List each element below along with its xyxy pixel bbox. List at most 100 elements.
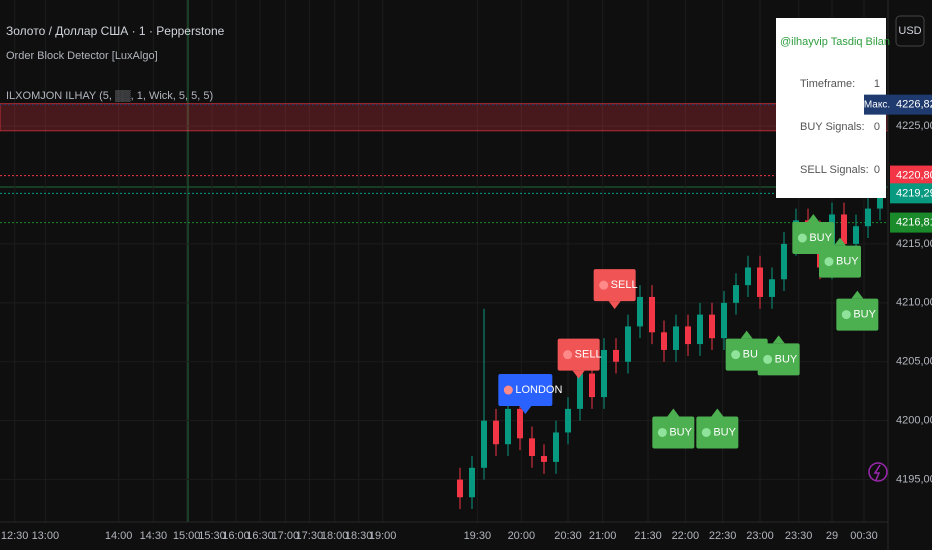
y-tick-label: 4210,00 (896, 297, 932, 309)
candle-body (661, 332, 667, 350)
chart-title: Золото / Доллар США · 1 · Pepperstone (6, 24, 225, 38)
candle-body (841, 214, 847, 244)
x-tick-label: 29 (826, 530, 838, 542)
currency-button[interactable] (895, 15, 925, 47)
signal-pointer (740, 330, 753, 339)
x-tick-label: 17:30 (296, 530, 324, 542)
candle-body (637, 296, 643, 327)
candle-body (493, 420, 499, 445)
candle-body (505, 408, 511, 445)
x-tick-label: 23:00 (746, 530, 774, 542)
signal-icon (841, 310, 851, 320)
price-tag-label: 4216,81 (896, 216, 932, 228)
y-tick-label: 4215,00 (896, 238, 932, 250)
signal-text: BUY (853, 309, 876, 321)
candle-body (853, 226, 859, 244)
signal-pointer (608, 301, 621, 310)
candle-body (685, 326, 691, 345)
y-tick-label: 4225,00 (896, 120, 932, 132)
x-tick-label: 15:30 (198, 530, 226, 542)
candle-body (781, 243, 787, 280)
info-value: 1 (874, 78, 880, 90)
price-tag-label: 4220,80 (896, 169, 932, 181)
price-tag (890, 183, 932, 204)
candle-body (673, 326, 679, 350)
x-tick-label: 14:30 (140, 530, 168, 542)
signal-text: SELL (611, 279, 638, 291)
candle-body (613, 349, 619, 362)
signal-text: LONDON (515, 384, 562, 396)
signal-icon (763, 354, 773, 364)
x-tick-label: 16:00 (222, 530, 250, 542)
price-tag-name: Макс. (864, 99, 890, 110)
signal-pointer (772, 335, 785, 344)
price-tag-name-bg (864, 94, 890, 115)
signal-text: BUY (809, 232, 832, 244)
alert-bolt (873, 464, 881, 481)
indicator-name: ILXOMJON ILHAY (5, ▒▒, 1, Wick, 5, 5, 5) (6, 89, 213, 102)
signal-text: SELL (575, 349, 602, 361)
candle-body (757, 267, 763, 297)
signal-pointer (519, 406, 532, 415)
signal-icon (797, 233, 807, 243)
signal-label (652, 416, 695, 449)
order-block (0, 103, 889, 132)
signal-pointer (572, 370, 585, 379)
info-key: SELL Signals: (800, 164, 869, 176)
signal-label (557, 338, 600, 371)
x-tick-label: 13:00 (32, 530, 60, 542)
price-tag-label: 4219,29 (896, 187, 932, 199)
candle-body (481, 420, 487, 468)
candle-body (565, 408, 571, 433)
x-tick-label: 21:00 (589, 530, 617, 542)
candle-body (877, 193, 883, 209)
info-value: 0 (874, 164, 880, 176)
x-tick-label: 00:30 (850, 530, 878, 542)
signal-icon (731, 350, 741, 360)
x-tick-label: 22:30 (709, 530, 737, 542)
signal-icon (503, 385, 513, 395)
candle-body (529, 438, 535, 457)
candle-body (649, 296, 655, 333)
x-tick-label: 20:00 (508, 530, 536, 542)
candle-body (577, 373, 583, 409)
signal-label (593, 269, 636, 302)
signal-icon (563, 350, 573, 360)
info-key: BUY Signals: (800, 121, 865, 133)
signal-text: BUY (836, 255, 859, 267)
candle-body (469, 467, 475, 498)
price-tag (890, 165, 932, 186)
candle-body (517, 408, 523, 439)
signal-label (696, 416, 739, 449)
alert-icon[interactable] (868, 462, 888, 482)
signal-icon (657, 427, 667, 437)
signal-text: BUY (775, 353, 798, 365)
signal-label (757, 343, 800, 376)
x-tick-label: 19:30 (464, 530, 492, 542)
signal-pointer (807, 214, 820, 223)
candle-body (625, 326, 631, 362)
info-title: @ilhayvip Tasdiq Bilan (780, 36, 890, 48)
candle-body (541, 456, 547, 462)
x-tick-label: 17:00 (272, 530, 300, 542)
candle-body (697, 314, 703, 345)
x-tick-label: 18:00 (321, 530, 349, 542)
signal-text: BUY (713, 426, 736, 438)
signal-pointer (834, 237, 846, 246)
currency-label[interactable]: USD (898, 25, 921, 37)
signal-label (836, 298, 879, 331)
candle-body (733, 285, 739, 303)
x-tick-label: 22:00 (672, 530, 700, 542)
signal-label (725, 338, 768, 371)
x-tick-label: 15:00 (173, 530, 201, 542)
x-tick-label: 16:30 (246, 530, 274, 542)
candle-body (721, 302, 727, 339)
price-tag (890, 94, 932, 115)
price-tag-label: 4226,82 (896, 99, 932, 111)
price-tag (890, 212, 932, 233)
candle-body (457, 479, 463, 498)
candle-body (589, 373, 595, 398)
candle-body (745, 267, 751, 286)
